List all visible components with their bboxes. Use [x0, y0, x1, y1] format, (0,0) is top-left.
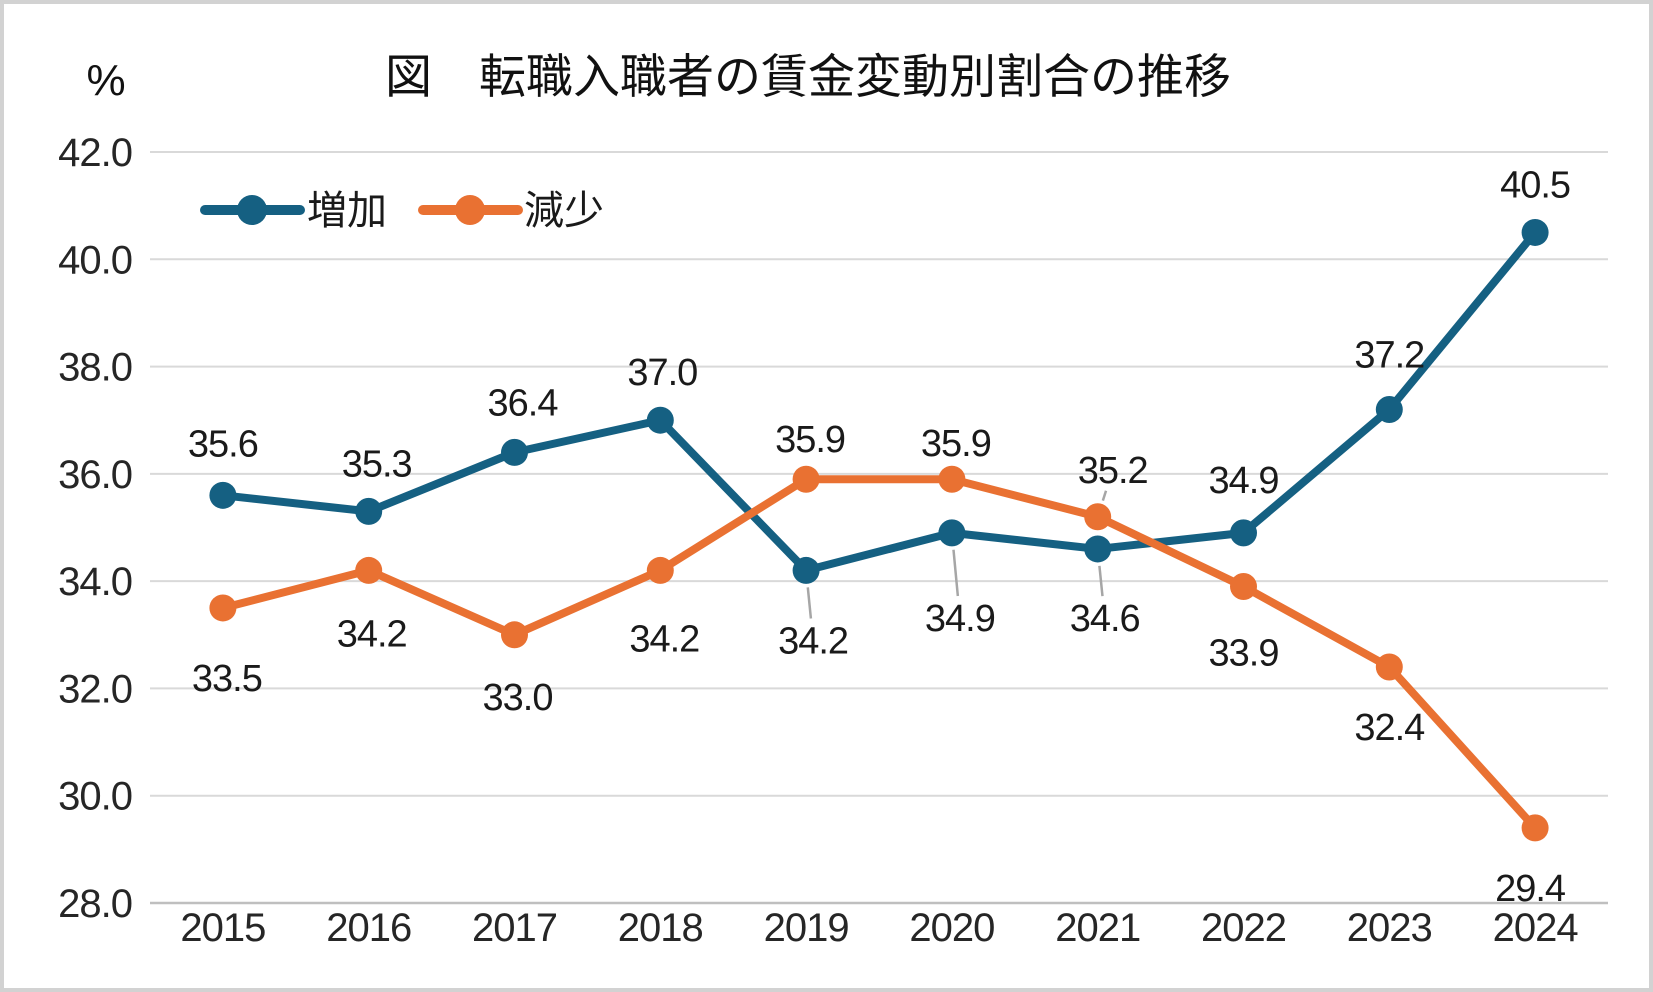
data-point-decrease-2015: [209, 594, 237, 622]
data-label-increase-2016: 35.3: [342, 443, 412, 485]
y-tick-label: 36.0: [58, 453, 132, 497]
data-point-increase-2019: [792, 556, 820, 584]
series-line-decrease: [218, 475, 1540, 832]
data-point-increase-2018: [646, 406, 674, 434]
y-tick-label: 38.0: [58, 346, 132, 390]
data-point-decrease-2023: [1375, 653, 1403, 681]
data-label-leader-decrease-2021: [1101, 490, 1108, 501]
data-label-decrease-2017: 33.0: [483, 677, 553, 719]
data-point-decrease-2024: [1521, 814, 1549, 842]
data-point-decrease-2017: [501, 621, 528, 649]
x-tick-label: 2018: [618, 906, 703, 950]
y-axis-unit-label: %: [86, 56, 125, 105]
data-point-increase-2022: [1230, 519, 1257, 547]
x-tick-label: 2015: [180, 906, 265, 950]
y-tick-label: 32.0: [58, 667, 132, 711]
data-point-increase-2017: [501, 438, 528, 466]
data-label-decrease-2015: 33.5: [192, 658, 262, 700]
data-label-leader-increase-2021: [1098, 565, 1104, 597]
x-tick-label: 2020: [909, 906, 994, 950]
chart-title: 図 転職入職者の賃金変動別割合の推移: [385, 50, 1231, 103]
data-point-increase-2023: [1375, 395, 1403, 423]
data-point-increase-2021: [1084, 535, 1112, 563]
y-tick-label: 34.0: [58, 560, 132, 604]
data-label-increase-2019: 34.2: [778, 620, 848, 662]
data-label-increase-2021: 34.6: [1070, 598, 1140, 640]
data-point-decrease-2016: [355, 556, 383, 584]
legend-label-increase: 増加: [307, 189, 387, 233]
data-label-decrease-2016: 34.2: [337, 613, 407, 655]
data-point-decrease-2019: [792, 465, 820, 493]
data-label-increase-2024: 40.5: [1500, 164, 1570, 206]
x-tick-label: 2022: [1201, 906, 1286, 950]
data-point-decrease-2022: [1230, 573, 1257, 601]
y-tick-label: 42.0: [58, 131, 132, 175]
data-label-increase-2015: 35.6: [188, 423, 258, 465]
data-label-decrease-2019: 35.9: [775, 419, 845, 461]
data-label-increase-2018: 37.0: [627, 352, 697, 394]
y-tick-label: 40.0: [58, 238, 132, 282]
y-tick-label: 28.0: [58, 882, 132, 926]
data-point-increase-2020: [938, 519, 966, 547]
y-tick-label: 30.0: [58, 775, 132, 819]
data-label-increase-2023: 37.2: [1354, 334, 1424, 376]
legend-label-decrease: 減少: [524, 189, 604, 233]
legend-marker-increase: [237, 195, 267, 225]
data-label-decrease-2018: 34.2: [629, 618, 699, 660]
x-tick-label: 2017: [472, 906, 557, 950]
data-label-increase-2022: 34.9: [1209, 460, 1279, 502]
data-label-leader-increase-2019: [806, 587, 813, 619]
data-label-decrease-2024: 29.4: [1495, 868, 1566, 910]
data-label-decrease-2023: 32.4: [1354, 707, 1425, 749]
data-point-decrease-2018: [646, 556, 674, 584]
data-label-decrease-2020: 35.9: [921, 423, 991, 465]
legend: 増加 減少: [200, 189, 604, 233]
data-label-decrease-2022: 33.9: [1209, 633, 1279, 675]
x-tick-label: 2023: [1347, 906, 1432, 950]
data-point-decrease-2020: [938, 465, 966, 493]
data-label-decrease-2021: 35.2: [1078, 450, 1148, 492]
data-point-increase-2016: [355, 497, 383, 525]
data-label-leader-increase-2020: [952, 549, 960, 597]
x-tick-label: 2019: [764, 906, 849, 950]
data-point-decrease-2021: [1084, 503, 1112, 531]
series-line-increase: [218, 228, 1540, 575]
x-tick-label: 2021: [1055, 906, 1140, 950]
x-tick-label: 2024: [1493, 906, 1579, 950]
legend-marker-decrease: [455, 195, 485, 225]
data-point-increase-2015: [209, 481, 237, 509]
x-tick-label: 2016: [326, 906, 411, 950]
data-label-increase-2020: 34.9: [925, 598, 995, 640]
data-point-increase-2024: [1521, 218, 1549, 246]
plot-area: 42.0 40.0 38.0 36.0 34.0 32.0 30.0 28.0 2015 2016…: [58, 131, 1608, 950]
data-label-increase-2017: 36.4: [488, 382, 559, 424]
